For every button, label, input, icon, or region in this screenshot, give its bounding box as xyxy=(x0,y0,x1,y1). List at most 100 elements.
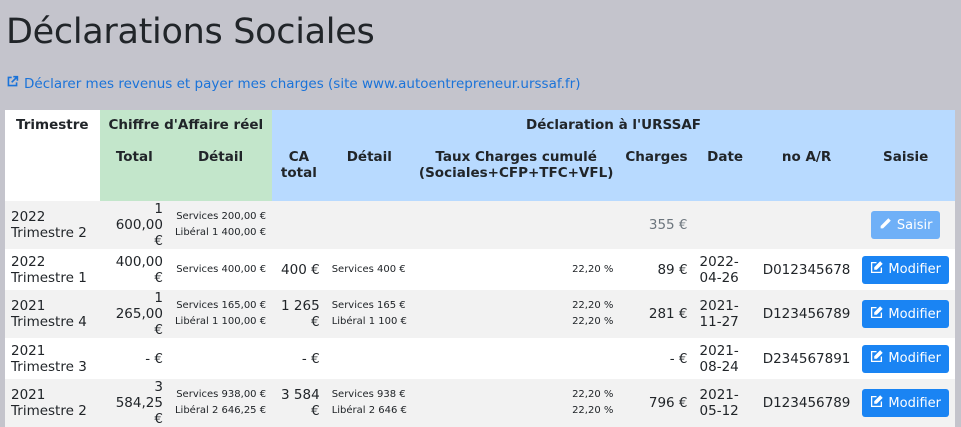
cell-ca-total: - € xyxy=(301,350,320,367)
detail-line: Libéral 2 646,25 € xyxy=(174,405,267,416)
cell-taux xyxy=(413,338,619,379)
header-date: Date xyxy=(693,140,757,201)
header-saisie: Saisie xyxy=(856,140,955,201)
detail-line: Services 938,00 € xyxy=(176,389,267,400)
cell-trimestre: 2022 Trimestre 2 xyxy=(11,209,87,241)
header-trimestre: Trimestre xyxy=(5,110,100,140)
cell-no-ar: D123456789 xyxy=(762,306,851,322)
decl-detail-line: Libéral 1 100 € xyxy=(331,316,407,327)
cell-total: - € xyxy=(145,350,163,367)
modifier-label: Modifier xyxy=(888,262,941,277)
header-detail-urssaf: Détail xyxy=(325,140,413,201)
cell-taux: 22,20 % 22,20 % xyxy=(413,379,619,427)
cell-ca-total: 3 584 € xyxy=(281,387,320,419)
cell-saisie: Saisir xyxy=(856,201,955,249)
cell-saisie: Modifier xyxy=(856,290,955,338)
decl-detail-line: Services 165 € xyxy=(331,300,406,311)
cell-trimestre: 2022 Trimestre 1 xyxy=(11,253,87,286)
detail-line: Services 165,00 € xyxy=(176,300,267,311)
header-urssaf-group: Déclaration à l'URSSAF xyxy=(272,110,955,140)
table-row: 2022 Trimestre 1 400,00 € Services 400,0… xyxy=(5,249,955,290)
pencil-icon xyxy=(879,217,892,234)
table-row: 2021 Trimestre 4 1 265,00 € Services 165… xyxy=(5,290,955,338)
cell-detail xyxy=(169,338,272,379)
cell-saisie: Modifier xyxy=(856,249,955,290)
detail-line: Libéral 1 100,00 € xyxy=(174,316,267,327)
cell-taux: 22,20 % 22,20 % xyxy=(413,290,619,338)
cell-trimestre: 2021 Trimestre 4 xyxy=(11,298,87,330)
cell-date xyxy=(694,201,757,249)
modifier-button[interactable]: Modifier xyxy=(862,389,949,417)
header-charges: Charges xyxy=(619,140,694,201)
taux-line: 22,20 % xyxy=(572,405,614,416)
cell-total: 1 265,00 € xyxy=(115,290,163,338)
cell-decl-detail xyxy=(326,338,413,379)
cell-detail: Services 400,00 € xyxy=(169,249,272,290)
modifier-button[interactable]: Modifier xyxy=(862,255,949,284)
cell-detail: Services 938,00 € Libéral 2 646,25 € xyxy=(169,379,272,427)
decl-detail-line: Libéral 2 646 € xyxy=(331,405,407,416)
cell-ca-total: 1 265 € xyxy=(281,298,320,330)
cell-ca-total xyxy=(272,201,326,249)
cell-trimestre: 2021 Trimestre 3 xyxy=(11,342,87,375)
cell-no-ar: D234567891 xyxy=(762,350,851,367)
detail-line: Services 400,00 € xyxy=(176,263,267,275)
cell-saisie: Modifier xyxy=(856,338,955,379)
detail-line: Libéral 1 400,00 € xyxy=(174,227,267,238)
cell-date: 2022-04-26 xyxy=(699,253,739,286)
external-link-icon xyxy=(6,75,19,92)
cell-trimestre: 2021 Trimestre 2 xyxy=(11,387,87,419)
header-taux: Taux Charges cumulé (Sociales+CFP+TFC+VF… xyxy=(412,140,620,201)
cell-ca-total: 400 € xyxy=(281,261,320,278)
cell-decl-detail xyxy=(326,201,413,249)
cell-taux xyxy=(413,201,619,249)
modifier-label: Modifier xyxy=(888,351,941,366)
cell-date: 2021-05-12 xyxy=(699,387,739,419)
cell-charges: 89 € xyxy=(657,261,688,278)
urssaf-external-link[interactable]: Déclarer mes revenus et payer mes charge… xyxy=(6,75,580,92)
saisir-button[interactable]: Saisir xyxy=(870,211,941,239)
modifier-label: Modifier xyxy=(888,395,941,411)
edit-icon xyxy=(870,350,884,367)
cell-no-ar xyxy=(757,201,857,249)
cell-detail: Services 200,00 € Libéral 1 400,00 € xyxy=(169,201,272,249)
decl-detail-line: Services 938 € xyxy=(331,389,406,400)
cell-charges: 355 € xyxy=(648,217,688,233)
cell-charges: 796 € xyxy=(648,395,688,411)
cell-total: 1 600,00 € xyxy=(115,201,163,249)
header-taux-line1: Taux Charges cumulé xyxy=(435,149,597,165)
urssaf-link-text: Déclarer mes revenus et payer mes charge… xyxy=(24,75,581,92)
cell-decl-detail: Services 165 € Libéral 1 100 € xyxy=(326,290,413,338)
header-total: Total xyxy=(99,140,169,201)
header-detail: Détail xyxy=(168,140,273,201)
cell-total: 3 584,25 € xyxy=(115,379,163,427)
edit-icon xyxy=(870,261,884,278)
cell-decl-detail: Services 400 € xyxy=(326,249,413,290)
header-empty xyxy=(5,140,100,201)
edit-icon xyxy=(870,305,884,323)
decl-detail-line: Services 400 € xyxy=(331,263,406,275)
cell-no-ar: D012345678 xyxy=(762,261,851,278)
modifier-button[interactable]: Modifier xyxy=(862,300,949,328)
declarations-table: Trimestre Chiffre d'Affaire réel Déclara… xyxy=(5,110,955,427)
table-row: 2021 Trimestre 3 - € - € - € 2021-08-24 … xyxy=(5,338,955,379)
cell-saisie: Modifier xyxy=(856,379,955,427)
header-ca-group: Chiffre d'Affaire réel xyxy=(99,110,273,140)
table-row: 2021 Trimestre 2 3 584,25 € Services 938… xyxy=(5,379,955,427)
cell-charges: - € xyxy=(669,350,688,367)
cell-date: 2021-08-24 xyxy=(699,342,739,375)
cell-taux: 22,20 % xyxy=(413,249,619,290)
detail-line: Services 200,00 € xyxy=(176,211,267,222)
header-ca-total: CA total xyxy=(272,140,326,201)
cell-no-ar: D123456789 xyxy=(762,395,851,411)
saisir-label: Saisir xyxy=(896,217,933,233)
header-no-ar: no A/R xyxy=(756,140,857,201)
cell-charges: 281 € xyxy=(648,306,688,322)
taux-line: 22,20 % xyxy=(572,300,614,311)
taux-line: 22,20 % xyxy=(572,263,614,275)
cell-detail: Services 165,00 € Libéral 1 100,00 € xyxy=(169,290,272,338)
table-row: 2022 Trimestre 2 1 600,00 € Services 200… xyxy=(5,201,955,249)
modifier-button[interactable]: Modifier xyxy=(862,344,949,373)
edit-icon xyxy=(870,394,884,412)
taux-line: 22,20 % xyxy=(572,389,614,400)
